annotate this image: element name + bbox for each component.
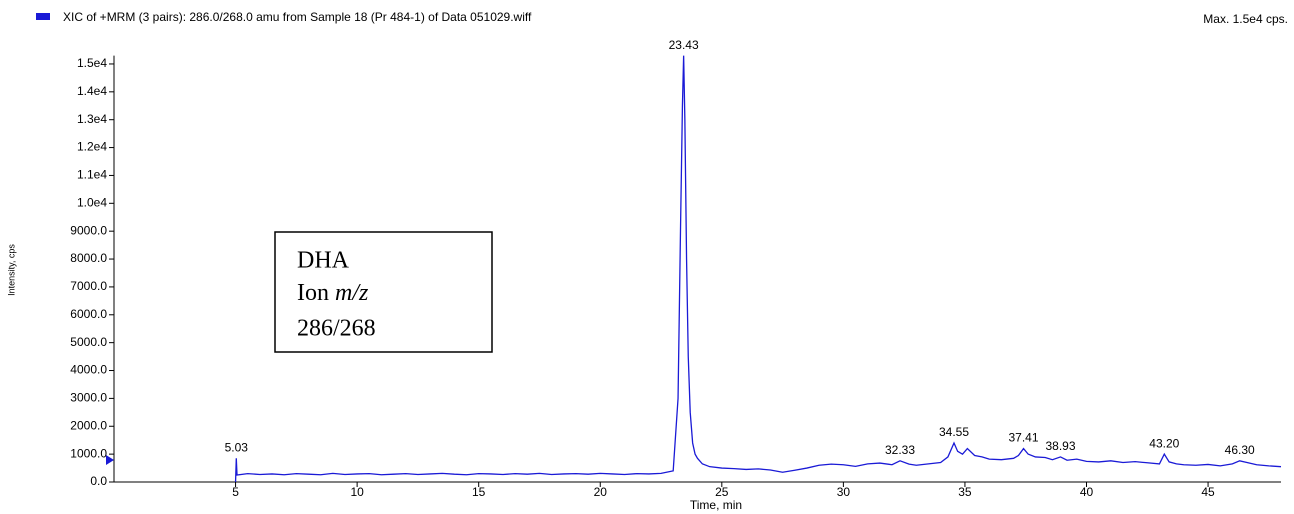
y-tick-label: 6000.0: [70, 307, 107, 321]
y-tick-label: 3000.0: [70, 391, 107, 405]
x-tick-label: 30: [837, 485, 851, 499]
legend-swatch: [36, 13, 50, 20]
y-tick-label: 1.2e4: [77, 140, 107, 154]
x-tick-label: 35: [958, 485, 972, 499]
trace-line: [234, 55, 1282, 483]
peak-label: 32.33: [885, 443, 915, 457]
y-tick-label: 1.4e4: [77, 84, 107, 98]
y-tick-label: 1000.0: [70, 446, 107, 460]
annotation-text: 286/268: [297, 316, 376, 342]
annotation-box: [274, 231, 493, 353]
peak-label: 34.55: [939, 425, 969, 439]
chart-title: Max. 1.5e4 cps.: [1203, 12, 1288, 26]
peak-label: 38.93: [1045, 439, 1075, 453]
x-tick-label: 5: [232, 485, 239, 499]
y-tick-label: 2000.0: [70, 418, 107, 432]
peak-label: 46.30: [1225, 443, 1255, 457]
y-tick-label: 8000.0: [70, 251, 107, 265]
x-tick-label: 10: [350, 485, 364, 499]
y-tick-label: 1.1e4: [77, 168, 107, 182]
x-tick-label: 40: [1080, 485, 1094, 499]
legend-label: XIC of +MRM (3 pairs): 286.0/268.0 amu f…: [63, 10, 532, 24]
x-axis-label: Time, min: [690, 498, 742, 512]
y-tick-label: 1.5e4: [77, 56, 107, 70]
annotation-text: DHA: [297, 248, 350, 274]
y-tick-label: 7000.0: [70, 279, 107, 293]
baseline-marker: [106, 455, 114, 465]
peak-label: 37.41: [1009, 431, 1039, 445]
x-tick-label: 20: [594, 485, 608, 499]
y-tick-label: 5000.0: [70, 335, 107, 349]
peak-label: 43.20: [1149, 436, 1179, 450]
y-tick-label: 9000.0: [70, 223, 107, 237]
y-tick-label: 1.0e4: [77, 195, 107, 209]
y-tick-label: 4000.0: [70, 363, 107, 377]
x-tick-label: 25: [715, 485, 729, 499]
peak-label: 5.03: [225, 440, 249, 454]
x-tick-label: 45: [1201, 485, 1215, 499]
x-tick-label: 15: [472, 485, 486, 499]
annotation-text: Ion m/z: [297, 280, 369, 306]
y-tick-label: 0.0: [90, 474, 107, 488]
y-tick-label: 1.3e4: [77, 112, 107, 126]
peak-label: 23.43: [669, 38, 699, 52]
y-axis-label: Intensity, cps: [6, 244, 16, 296]
